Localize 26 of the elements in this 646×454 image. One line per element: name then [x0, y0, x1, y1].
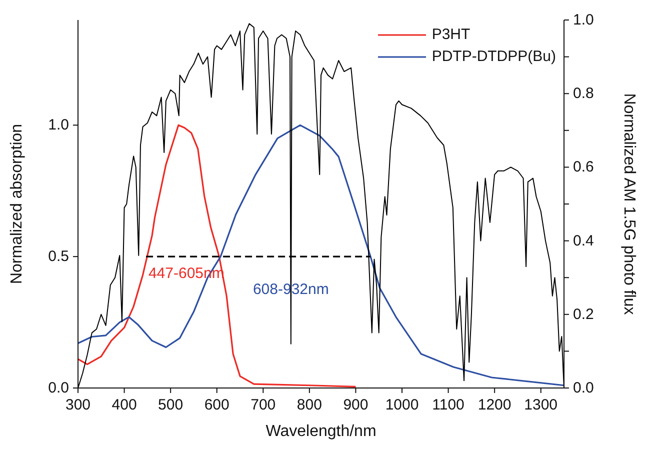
x-tick-label: 1100: [432, 396, 464, 414]
x-tick-label: 300: [65, 396, 91, 414]
y2-tick-label: 1.0: [573, 12, 594, 28]
y-tick-label: 0.5: [48, 248, 69, 266]
y2-tick-label: 0.8: [573, 85, 594, 102]
x-tick-label: 1300: [524, 396, 558, 414]
x-tick-label: 900: [343, 396, 368, 414]
y-tick-label: 1.0: [48, 116, 69, 134]
x-tick-label: 700: [250, 396, 276, 414]
legend-label: PDTP-DTDPP(Bu): [432, 47, 556, 67]
x-axis-title: Wavelength/nm: [266, 423, 376, 440]
x-tick-label: 1200: [478, 396, 512, 414]
x-tick-label: 500: [158, 396, 184, 414]
y-axis-title: Normalized absorption: [8, 124, 26, 284]
x-tick-label: 1000: [385, 396, 419, 414]
legend-label: P3HT: [432, 25, 470, 45]
line-series: [78, 124, 357, 388]
y2-tick-label: 0.6: [573, 158, 594, 176]
x-tick-label: 600: [204, 396, 230, 414]
y2-tick-label: 0.0: [573, 380, 594, 396]
y-tick-label: 0.0: [48, 380, 69, 396]
y2-axis-title: Normalized AM 1.5G photo flux: [620, 93, 638, 315]
x-tick-label: 400: [112, 396, 137, 414]
y2-tick-label: 0.2: [573, 306, 594, 323]
y2-tick-label: 0.4: [573, 232, 594, 250]
x-tick-label: 800: [296, 396, 322, 414]
